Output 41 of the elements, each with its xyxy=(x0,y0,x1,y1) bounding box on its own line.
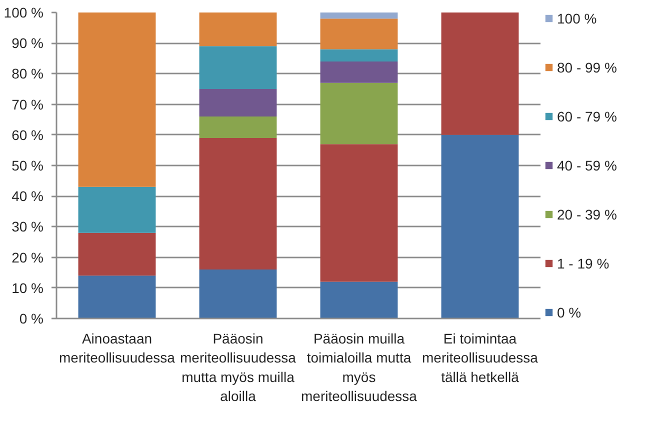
y-tick-label: 100 % xyxy=(4,4,44,20)
bar xyxy=(199,12,277,46)
y-tick-label: 90 % xyxy=(12,35,44,52)
bar xyxy=(78,232,156,276)
bar xyxy=(78,186,156,233)
bar xyxy=(199,46,277,89)
bar xyxy=(78,12,156,187)
x-tick-label: Ei toimintaa meriteollisuudessa tällä hetkellä xyxy=(422,330,538,385)
y-tick-label: 70 % xyxy=(12,96,44,112)
legend-label: 40 - 59 % xyxy=(557,156,617,174)
legend-label: 20 - 39 % xyxy=(557,206,617,222)
legend-label: 1 - 19 % xyxy=(557,254,610,272)
legend-label: 80 - 99 % xyxy=(557,58,617,76)
bar xyxy=(320,49,398,62)
legend-label: 100 % xyxy=(557,10,597,26)
x-tick-label: Pääosin muilla toimialoilla mutta myös meriteollisuudessa xyxy=(301,330,418,404)
y-tick-label: 40 % xyxy=(12,188,44,204)
bar xyxy=(320,82,398,144)
y-tick-label: 30 % xyxy=(12,218,44,235)
bar xyxy=(320,18,398,50)
y-tick-label: 60 % xyxy=(12,126,44,143)
bar xyxy=(441,134,519,318)
y-tick-label: 0 % xyxy=(19,310,44,326)
bar xyxy=(441,12,519,135)
bar xyxy=(320,61,398,83)
bar xyxy=(320,282,398,318)
y-tick-label: 80 % xyxy=(12,66,44,82)
y-tick-label: 10 % xyxy=(12,280,44,296)
x-tick-label: Ainoastaan meriteollisuudessa xyxy=(59,330,176,366)
x-tick-label: Pääosin meriteollisuudessa mutta myös muilla aloilla xyxy=(180,330,296,404)
bar xyxy=(199,116,277,138)
bar xyxy=(78,276,156,318)
y-tick-label: 50 % xyxy=(12,158,44,174)
bar xyxy=(199,270,277,318)
bar xyxy=(320,144,398,282)
bar xyxy=(199,89,277,117)
legend-label: 0 % xyxy=(557,304,582,320)
bar xyxy=(199,138,277,270)
legend-label: 60 - 79 % xyxy=(557,108,617,124)
bar xyxy=(320,12,398,19)
y-tick-label: 20 % xyxy=(12,249,44,266)
